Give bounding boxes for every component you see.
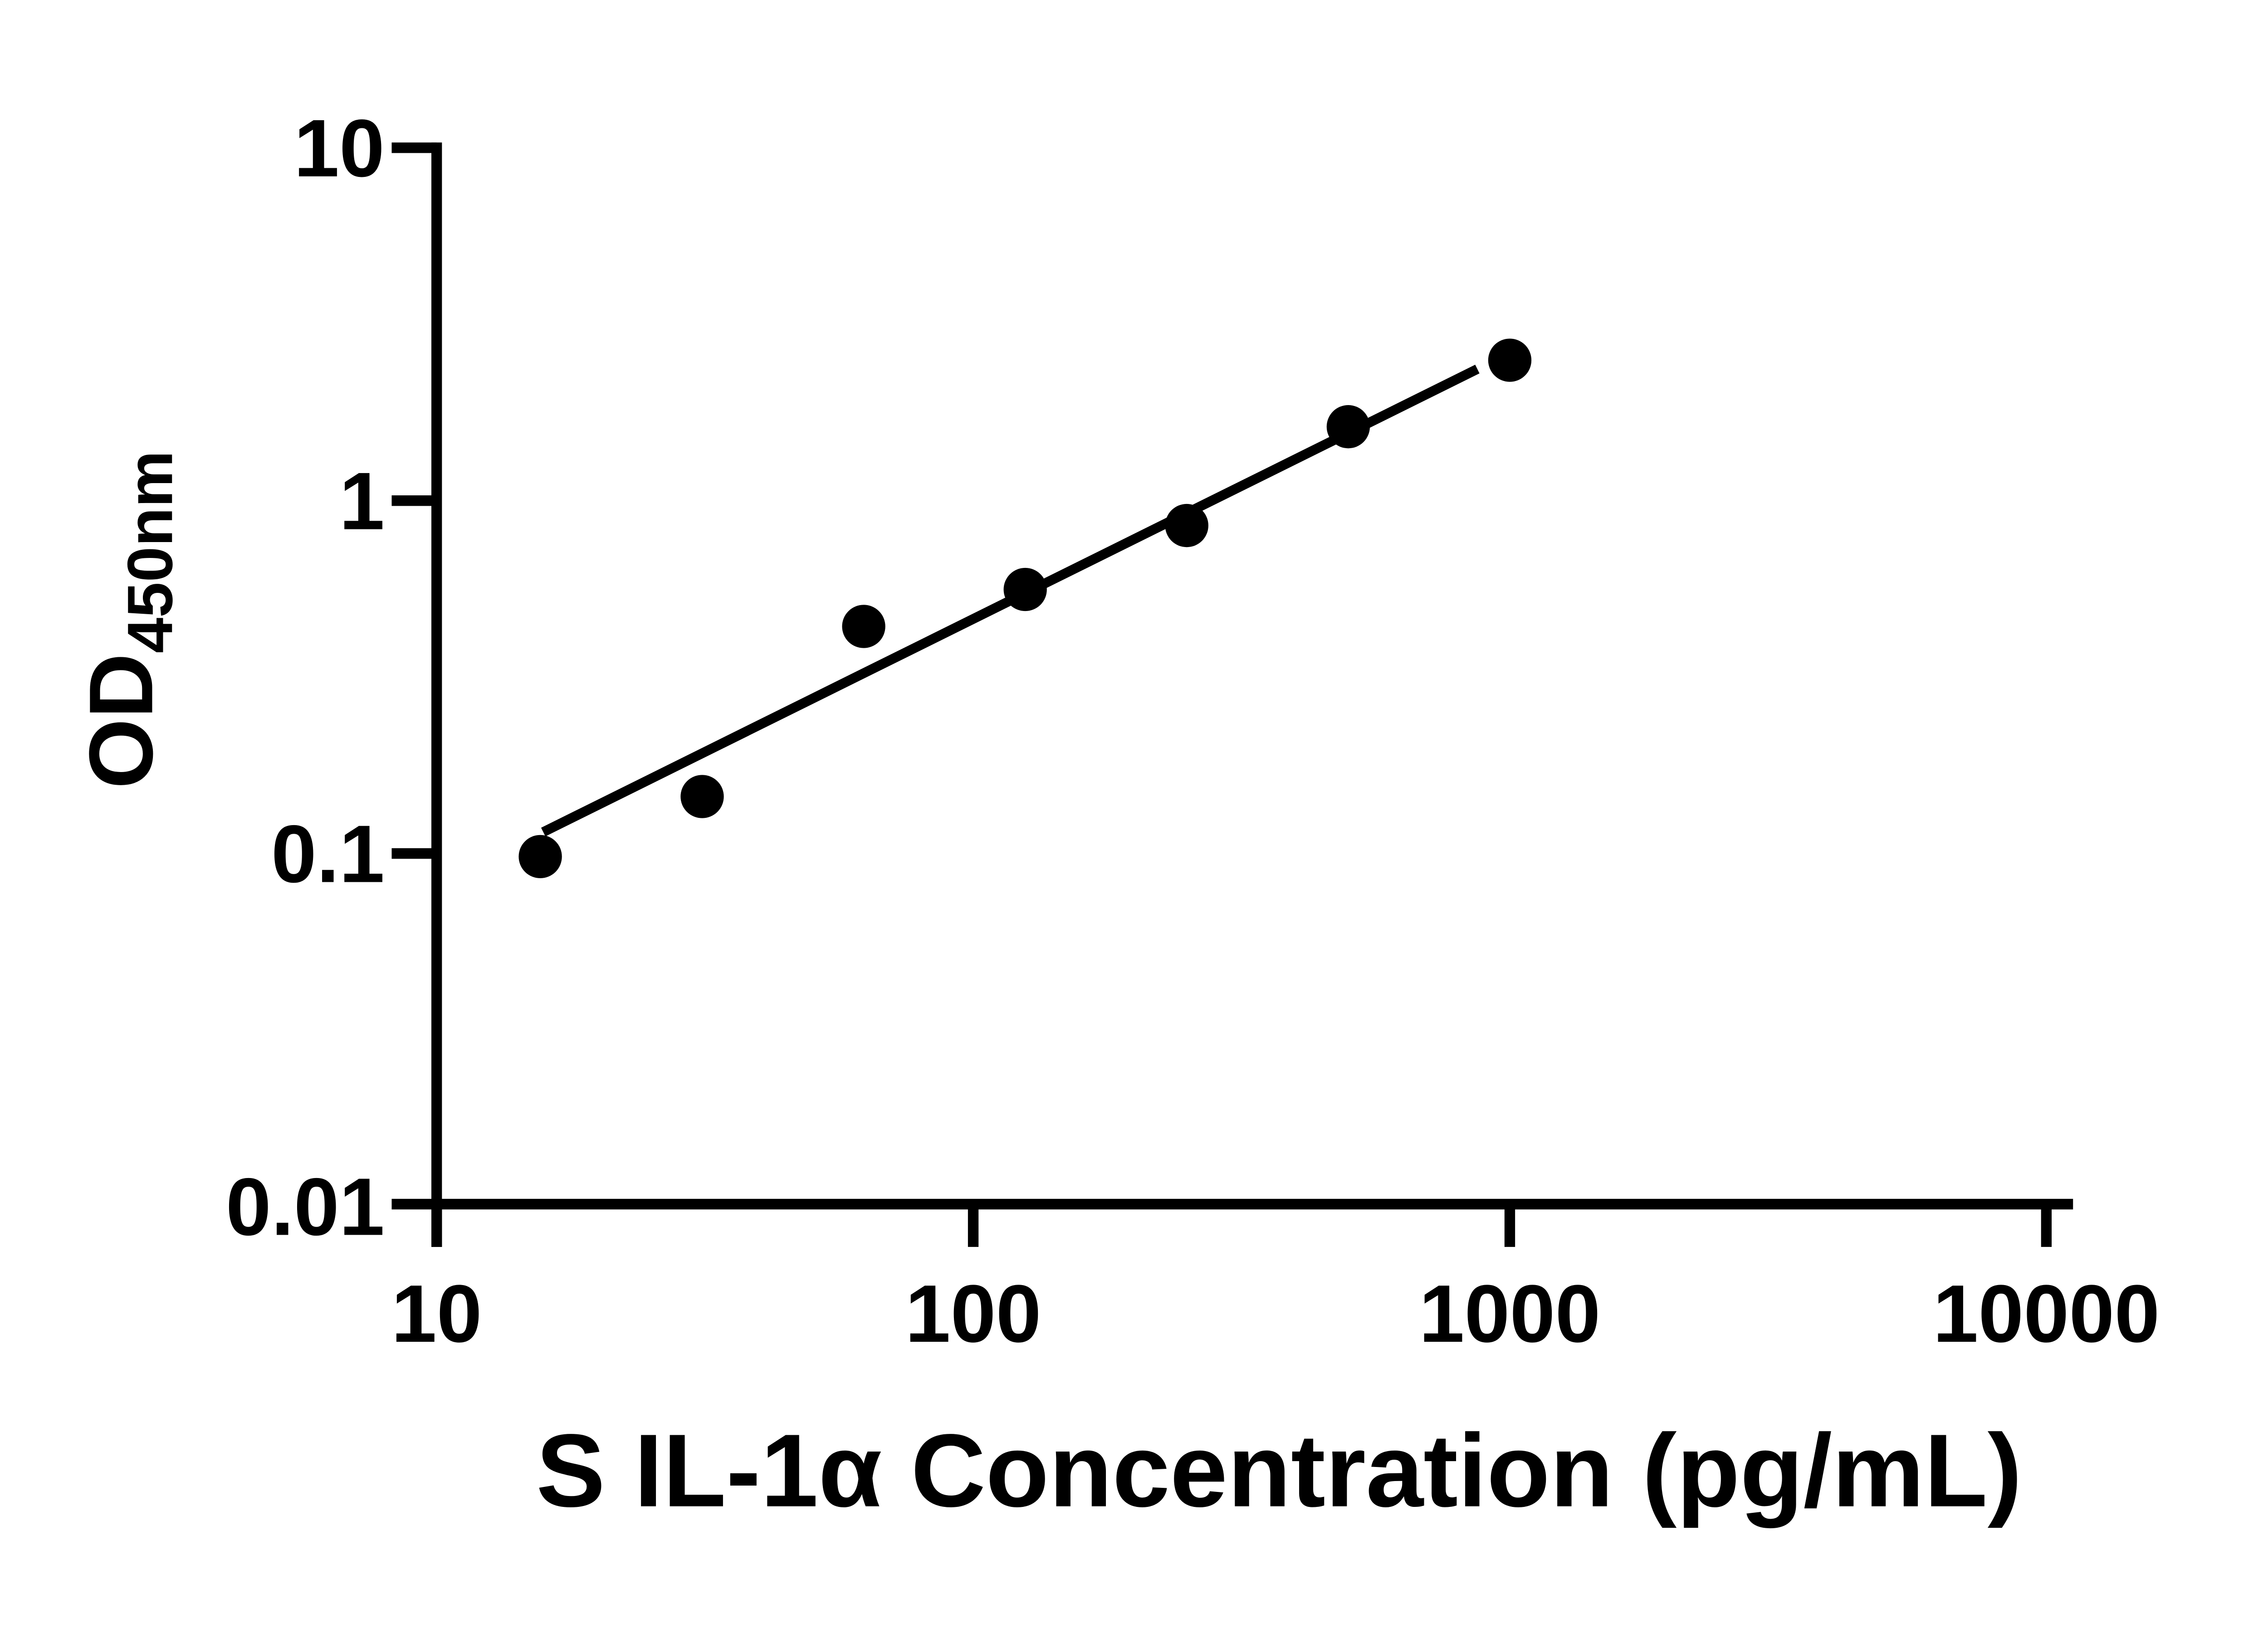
y-axis-tick-label: 1: [339, 456, 385, 547]
data-series-layer: [518, 338, 1532, 879]
data-point: [1326, 405, 1370, 449]
x-axis-tick-label: 10: [391, 1268, 482, 1359]
y-axis-tick-label: 0.1: [271, 809, 385, 900]
x-axis-tick-label: 10000: [1933, 1268, 2160, 1359]
data-point: [680, 775, 724, 818]
y-axis-tick-label: 0.01: [226, 1161, 385, 1252]
data-point: [1488, 338, 1532, 382]
x-axis-title: S IL-1α Concentration (pg/mL): [536, 1413, 2022, 1529]
chart-background: [0, 0, 2268, 1588]
x-axis-tick-label: 100: [905, 1268, 1041, 1359]
data-point: [1165, 504, 1208, 548]
data-point: [518, 835, 562, 879]
data-point: [1003, 567, 1047, 611]
x-axis-tick-label: 1000: [1419, 1268, 1600, 1359]
y-axis-tick-label: 10: [294, 103, 385, 194]
data-point: [842, 605, 885, 648]
figure-container: 10 1 0.1 0.01 10 100 1000 10000 OD450nm S IL-1α…: [0, 0, 2268, 1588]
y-axis-title: OD450nm: [71, 450, 186, 789]
